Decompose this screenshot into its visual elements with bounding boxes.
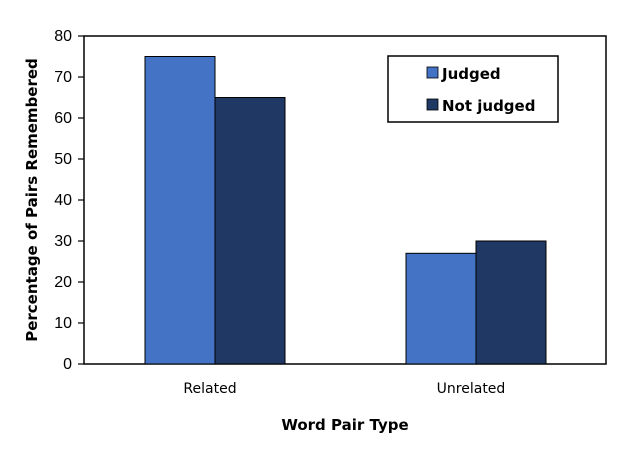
- x-axis-title: Word Pair Type: [281, 416, 408, 434]
- y-tick-label: 30: [54, 233, 72, 250]
- bars: [144, 56, 547, 365]
- y-tick-label: 50: [54, 151, 72, 168]
- y-tick-label: 0: [63, 356, 72, 373]
- bar-judged-related: [144, 56, 216, 365]
- legend: Judged Not judged: [387, 55, 559, 123]
- x-tick-label: Related: [183, 381, 236, 397]
- bar-judged-unrelated: [405, 252, 477, 365]
- y-tick-label: 80: [54, 28, 72, 45]
- y-tick-label: 60: [54, 110, 72, 127]
- y-tick-label: 70: [54, 69, 72, 86]
- legend-swatch-judged: [426, 66, 439, 79]
- y-tick-label: 20: [54, 274, 72, 291]
- x-tick-label: Unrelated: [437, 381, 506, 397]
- legend-box: [387, 55, 559, 123]
- x-axis: Related Unrelated: [183, 381, 505, 397]
- legend-label-not-judged: Not judged: [442, 97, 535, 115]
- bar-not-judged-unrelated: [475, 240, 547, 365]
- y-tick-label: 10: [54, 315, 72, 332]
- bar-not-judged-related: [214, 97, 286, 365]
- legend-swatch-not-judged: [426, 98, 439, 111]
- y-axis-title: Percentage of Pairs Remembered: [23, 58, 41, 342]
- y-axis: 0 10 20 30 40 50 60 70 80: [54, 28, 84, 373]
- y-tick-label: 40: [54, 192, 72, 209]
- legend-label-judged: Judged: [441, 65, 501, 83]
